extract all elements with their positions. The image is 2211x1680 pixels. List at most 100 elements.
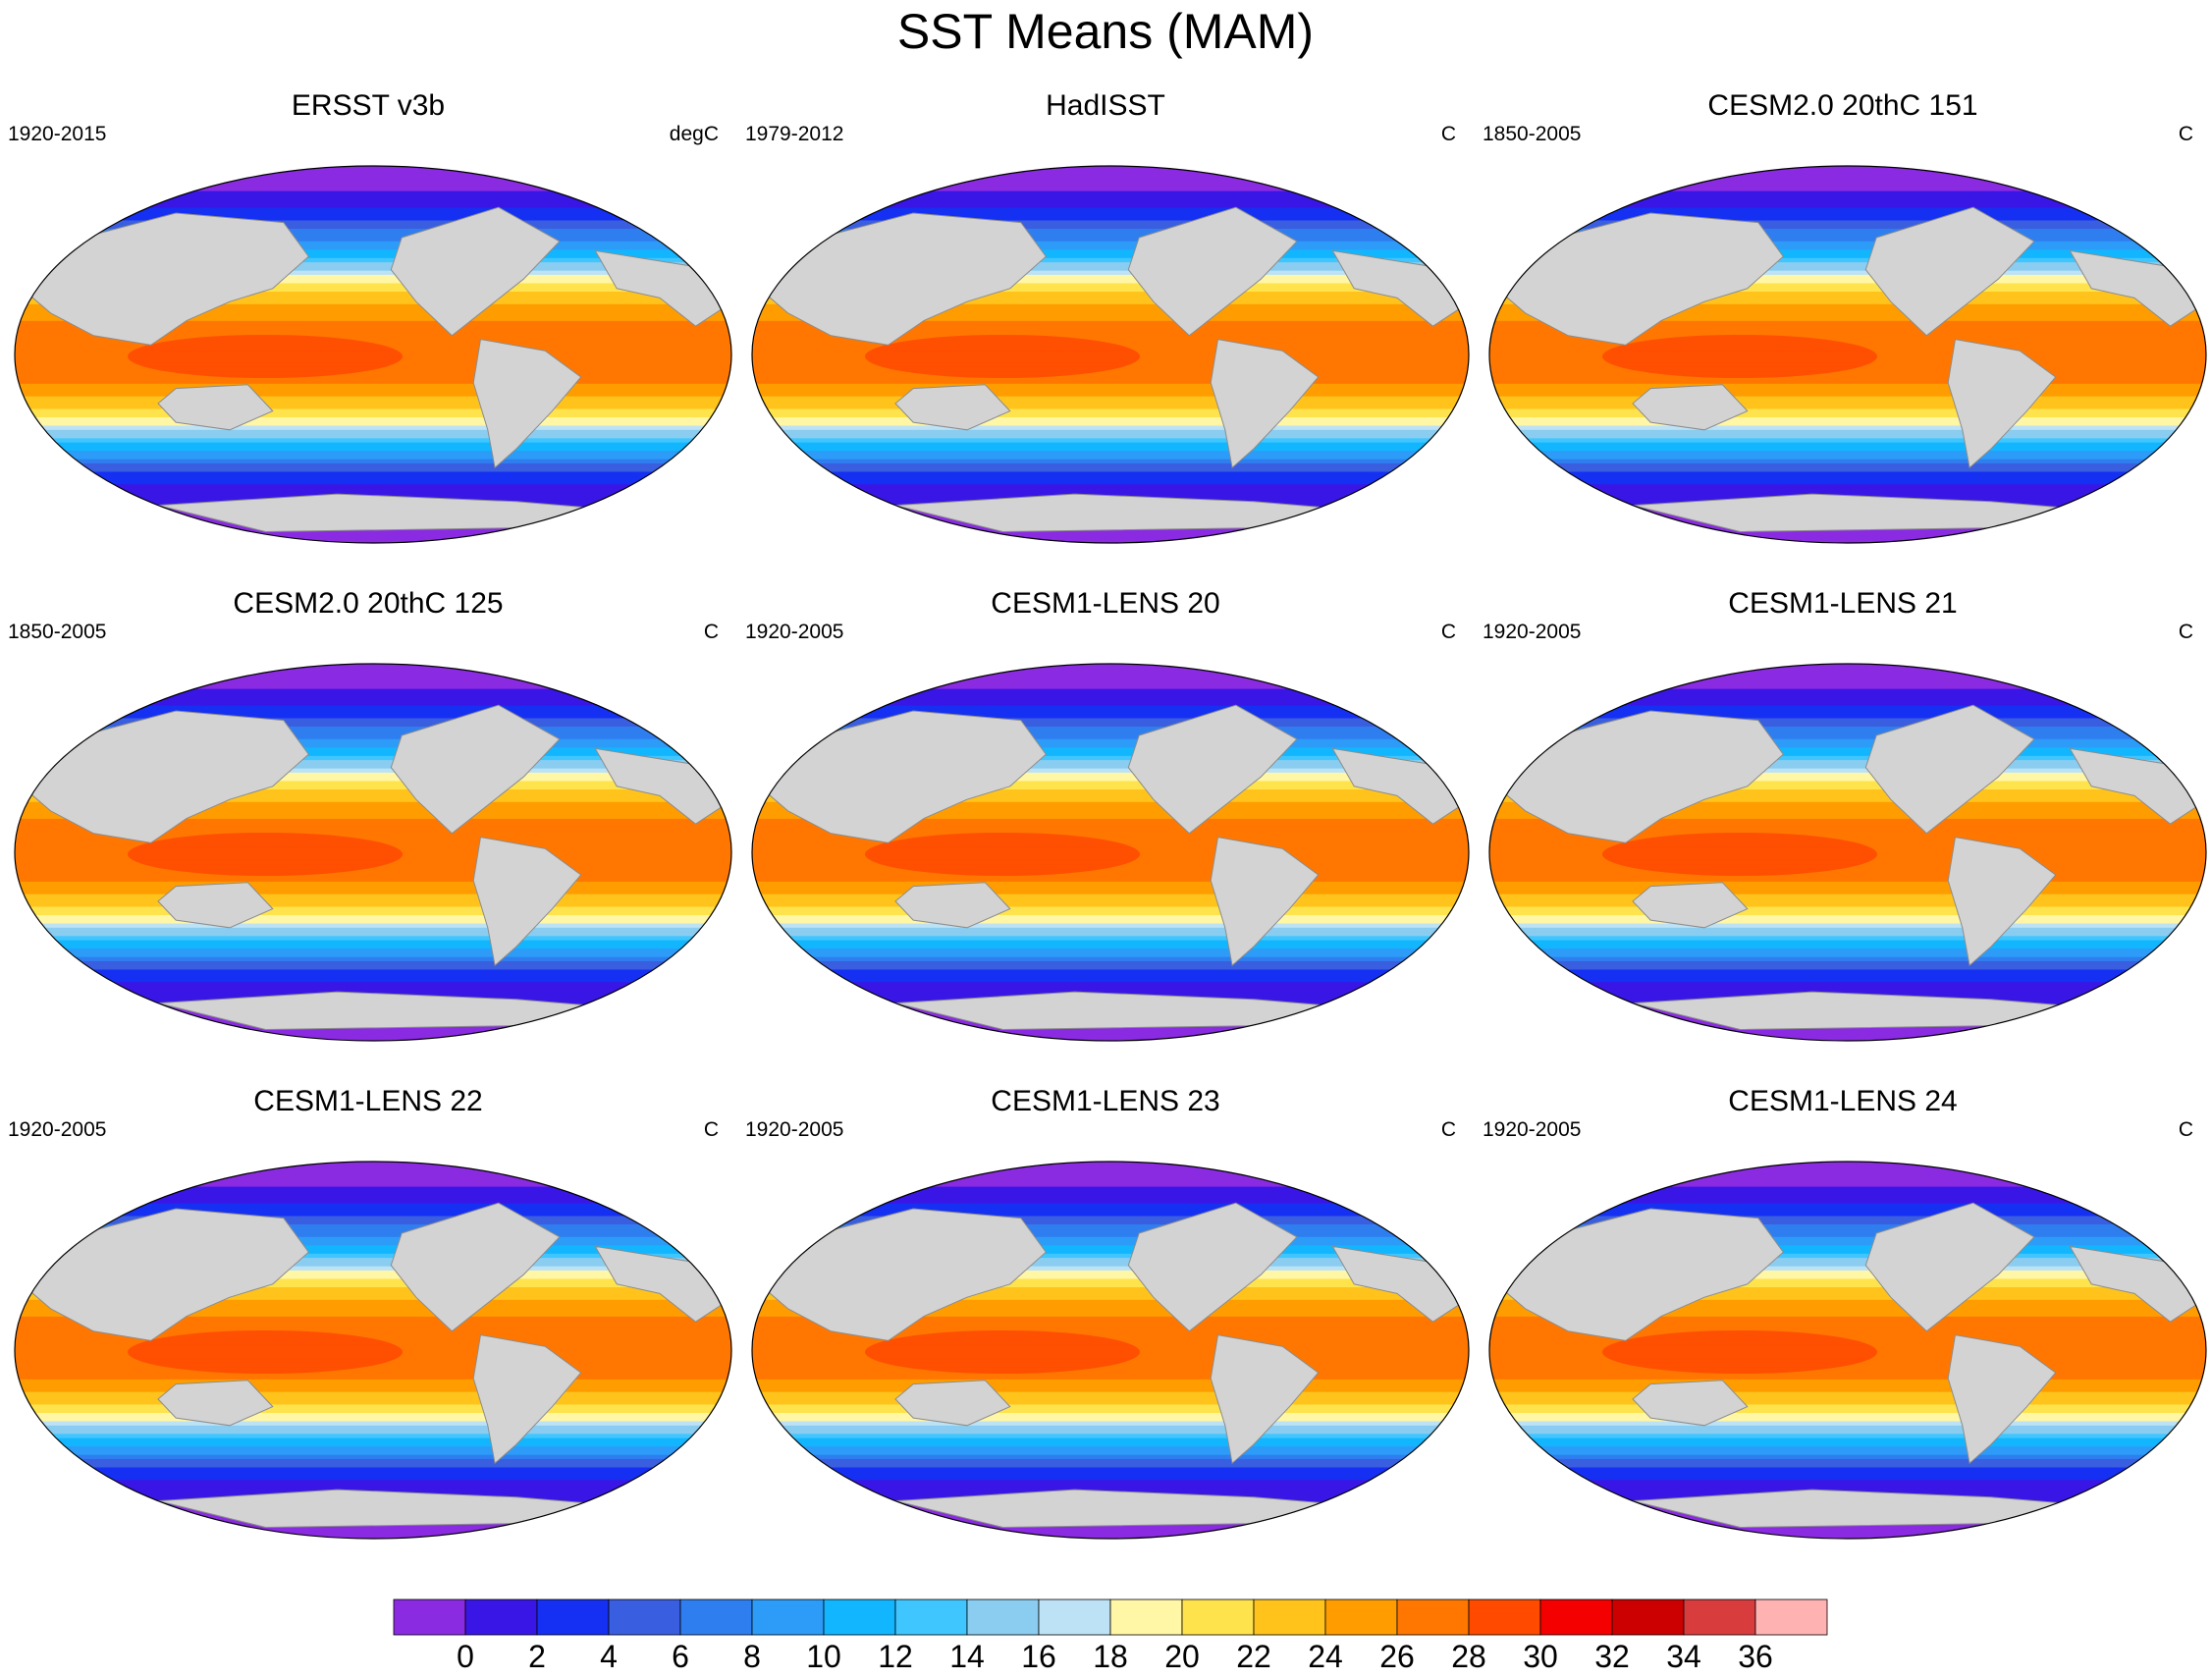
sst-band bbox=[15, 1304, 731, 1309]
colorbar-label: 4 bbox=[600, 1639, 618, 1674]
sst-band bbox=[15, 705, 731, 711]
sst-band bbox=[15, 462, 731, 468]
sst-band bbox=[15, 738, 731, 744]
colorbar-label: 28 bbox=[1451, 1639, 1486, 1674]
sst-band bbox=[752, 910, 1469, 916]
sst-band bbox=[15, 1236, 731, 1242]
colorbar-box bbox=[679, 1599, 753, 1636]
sst-band bbox=[752, 1266, 1469, 1272]
sst-band bbox=[1489, 1408, 2206, 1414]
sst-band bbox=[15, 1395, 731, 1401]
map-outline bbox=[751, 663, 1470, 1042]
panel-period: 1920-2005 bbox=[1483, 621, 1582, 643]
sst-band bbox=[15, 986, 731, 992]
sst-band bbox=[15, 1404, 731, 1410]
sst-band bbox=[15, 1258, 731, 1263]
sst-band bbox=[15, 1036, 731, 1041]
sst-band bbox=[1489, 910, 2206, 916]
sst-band bbox=[1489, 806, 2206, 811]
sst-band bbox=[1489, 303, 2206, 309]
sst-band bbox=[752, 270, 1469, 276]
sst-band bbox=[15, 910, 731, 916]
sst-band bbox=[1489, 1379, 2206, 1384]
sst-band bbox=[15, 183, 731, 188]
land-mass bbox=[157, 882, 274, 929]
land-mass bbox=[1127, 206, 1298, 337]
colorbar-box bbox=[1181, 1599, 1255, 1636]
sst-band bbox=[1489, 292, 2206, 297]
sst-band bbox=[1489, 249, 2206, 255]
sst-band bbox=[752, 438, 1469, 444]
sst-band bbox=[1489, 1162, 2206, 1166]
sst-band bbox=[1489, 1032, 2206, 1038]
sst-band bbox=[15, 224, 731, 230]
warm-pool bbox=[128, 335, 403, 378]
sst-band bbox=[1489, 1190, 2206, 1196]
sst-band bbox=[15, 337, 731, 343]
sst-band bbox=[752, 308, 1469, 313]
colorbar-box bbox=[1683, 1599, 1756, 1636]
sst-band bbox=[752, 266, 1469, 272]
sst-band bbox=[15, 299, 731, 305]
sst-band bbox=[752, 296, 1469, 301]
sst-band bbox=[752, 1169, 1469, 1175]
sst-band bbox=[752, 734, 1469, 740]
sst-band bbox=[15, 530, 731, 536]
sst-band bbox=[15, 978, 731, 983]
sst-band bbox=[15, 768, 731, 774]
sst-band bbox=[752, 1249, 1469, 1255]
sst-band bbox=[752, 751, 1469, 757]
sst-band bbox=[752, 886, 1469, 891]
sst-band bbox=[1489, 785, 2206, 790]
sst-band bbox=[15, 747, 731, 753]
sst-band bbox=[752, 1434, 1469, 1439]
sst-band bbox=[752, 1028, 1469, 1034]
sst-band bbox=[15, 316, 731, 322]
warm-pool bbox=[1602, 1330, 1877, 1374]
sst-band bbox=[15, 1312, 731, 1318]
sst-band bbox=[752, 534, 1469, 540]
sst-band bbox=[1489, 747, 2206, 753]
sst-band bbox=[1489, 932, 2206, 937]
sst-band bbox=[15, 170, 731, 176]
sst-band bbox=[752, 692, 1469, 698]
panel-period: 1850-2005 bbox=[8, 621, 107, 643]
sst-band bbox=[15, 1446, 731, 1451]
sst-band bbox=[752, 194, 1469, 200]
sst-band bbox=[752, 199, 1469, 204]
sst-band bbox=[15, 1219, 731, 1225]
sst-band bbox=[1489, 530, 2206, 536]
sst-band bbox=[1489, 405, 2206, 410]
map-panel: CESM2.0 20thC 151 1850-2005 C bbox=[1475, 88, 2211, 584]
sst-band bbox=[752, 1253, 1469, 1259]
sst-band bbox=[15, 383, 731, 389]
sst-band bbox=[1489, 396, 2206, 402]
sst-band bbox=[752, 229, 1469, 234]
panel-title: ERSST v3b bbox=[291, 89, 446, 122]
sst-band bbox=[752, 718, 1469, 724]
warm-pool bbox=[865, 335, 1140, 378]
sst-band bbox=[1489, 688, 2206, 694]
sst-band bbox=[15, 1266, 731, 1272]
map-outline bbox=[751, 165, 1470, 544]
sst-band bbox=[15, 1383, 731, 1388]
sst-band bbox=[752, 1207, 1469, 1213]
sst-band bbox=[752, 1395, 1469, 1401]
sst-band bbox=[15, 952, 731, 958]
colorbar-box bbox=[608, 1599, 681, 1636]
colorbar-box bbox=[1109, 1599, 1183, 1636]
sst-band bbox=[1489, 915, 2206, 920]
sst-band bbox=[15, 956, 731, 962]
land-mass bbox=[157, 384, 274, 431]
sst-band bbox=[752, 709, 1469, 715]
sst-band bbox=[15, 199, 731, 204]
map-panel: CESM1-LENS 24 1920-2005 C bbox=[1475, 1084, 2211, 1580]
sst-band bbox=[1489, 207, 2206, 213]
sst-band bbox=[752, 1241, 1469, 1246]
sst-band bbox=[752, 1441, 1469, 1447]
sst-band bbox=[752, 320, 1469, 326]
sst-band bbox=[752, 676, 1469, 681]
sst-band bbox=[15, 333, 731, 339]
sst-band bbox=[752, 1212, 1469, 1218]
sst-band bbox=[15, 296, 731, 301]
